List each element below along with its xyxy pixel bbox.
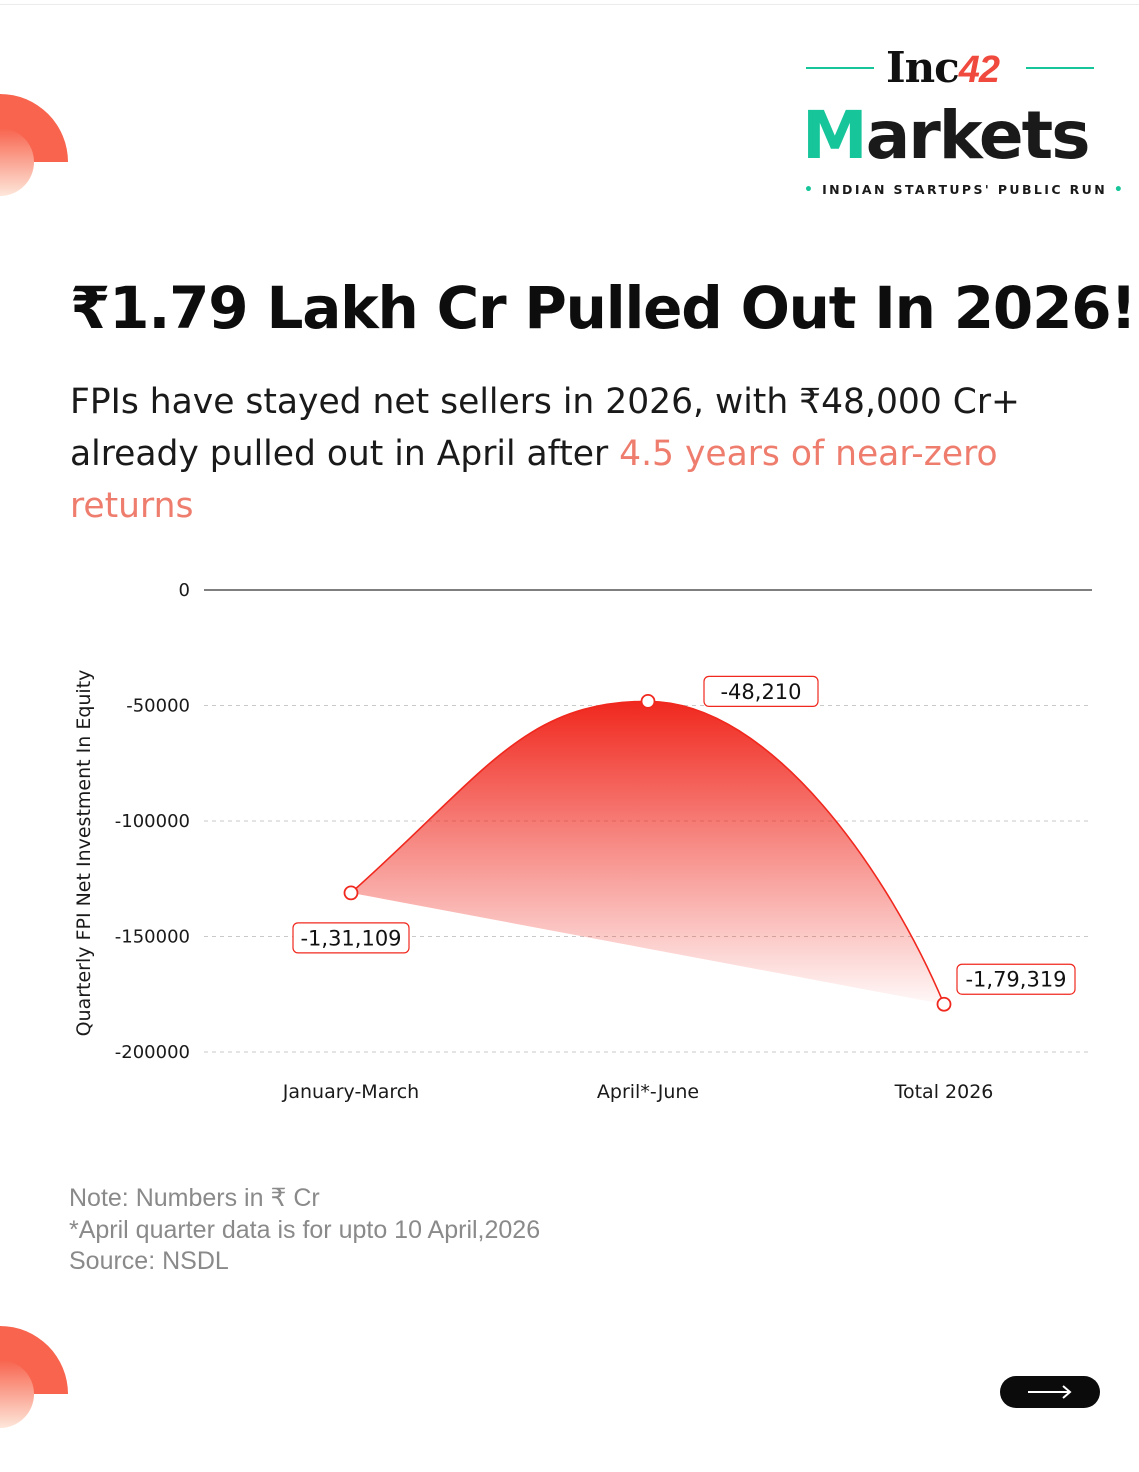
x-tick-label: April*-June [597,1081,699,1103]
y-tick-label: -50000 [126,696,190,717]
notes: Note: Numbers in ₹ Cr *April quarter dat… [69,1183,769,1278]
decorative-shape-bottom [0,1326,68,1428]
note-units: Note: Numbers in ₹ Cr [69,1184,320,1212]
area-layer [343,693,952,1012]
top-divider [0,4,1139,5]
y-tick-label: 0 [179,580,190,601]
data-label-box [703,675,819,707]
data-label-box [956,963,1076,995]
data-point [343,885,359,901]
logo-markets: Markets [802,96,1091,176]
subhead: FPIs have stayed net sellers in 2026, wi… [70,376,1060,532]
tagline-dot-left: • [804,182,816,198]
area-fill [351,701,944,1005]
logo-inc-number: 42 [958,49,1000,91]
logo-inc: Inc42 [886,42,1000,96]
x-tick-label: January-March [282,1081,419,1103]
note-april: *April quarter data is for upto 10 April… [69,1215,541,1244]
label-layer: January-March April*-June Total 2026 -1,31,… [282,675,1076,1103]
logo-rule-left [806,67,874,69]
tagline-text: INDIAN STARTUPS' PUBLIC RUN [822,182,1108,197]
data-label-box [292,922,410,954]
subhead-text: FPIs have stayed net sellers in 2026, wi… [70,382,1020,474]
logo-markets-m: M [802,97,868,174]
data-label: -1,79,319 [965,968,1066,992]
y-tick-label: -150000 [115,927,190,948]
y-axis-label: Quarterly FPI Net Investment In Equity [73,670,95,1037]
next-button[interactable] [1000,1376,1100,1408]
fpi-area-chart: 0 -50000 -100000 -150000 -200000 Quarterly FP… [73,580,1092,1103]
y-tick-label: -200000 [115,1042,190,1063]
logo-markets-rest: arkets [865,97,1091,174]
data-point [936,996,952,1012]
logo-rule-right [1026,67,1094,69]
note-source: Source: NSDL [69,1247,229,1275]
logo-inc-text: Inc [886,43,960,92]
logo-tagline: • INDIAN STARTUPS' PUBLIC RUN • [804,182,1123,198]
y-tick-label: -100000 [115,811,190,832]
brand-logo: Inc42 Markets • INDIAN STARTUPS' PUBLIC … [800,40,1123,210]
decorative-shape-top [0,94,68,196]
data-point [640,693,656,709]
data-label: -1,31,109 [300,926,401,950]
headline: ₹1.79 Lakh Cr Pulled Out In 2026! [70,274,1137,342]
data-label: -48,210 [720,680,801,704]
subhead-highlight: 4.5 years of near-zero returns [70,434,998,526]
arrow-right-icon [1028,1385,1072,1399]
tagline-dot-right: • [1113,182,1126,198]
x-tick-label: Total 2026 [894,1081,994,1103]
